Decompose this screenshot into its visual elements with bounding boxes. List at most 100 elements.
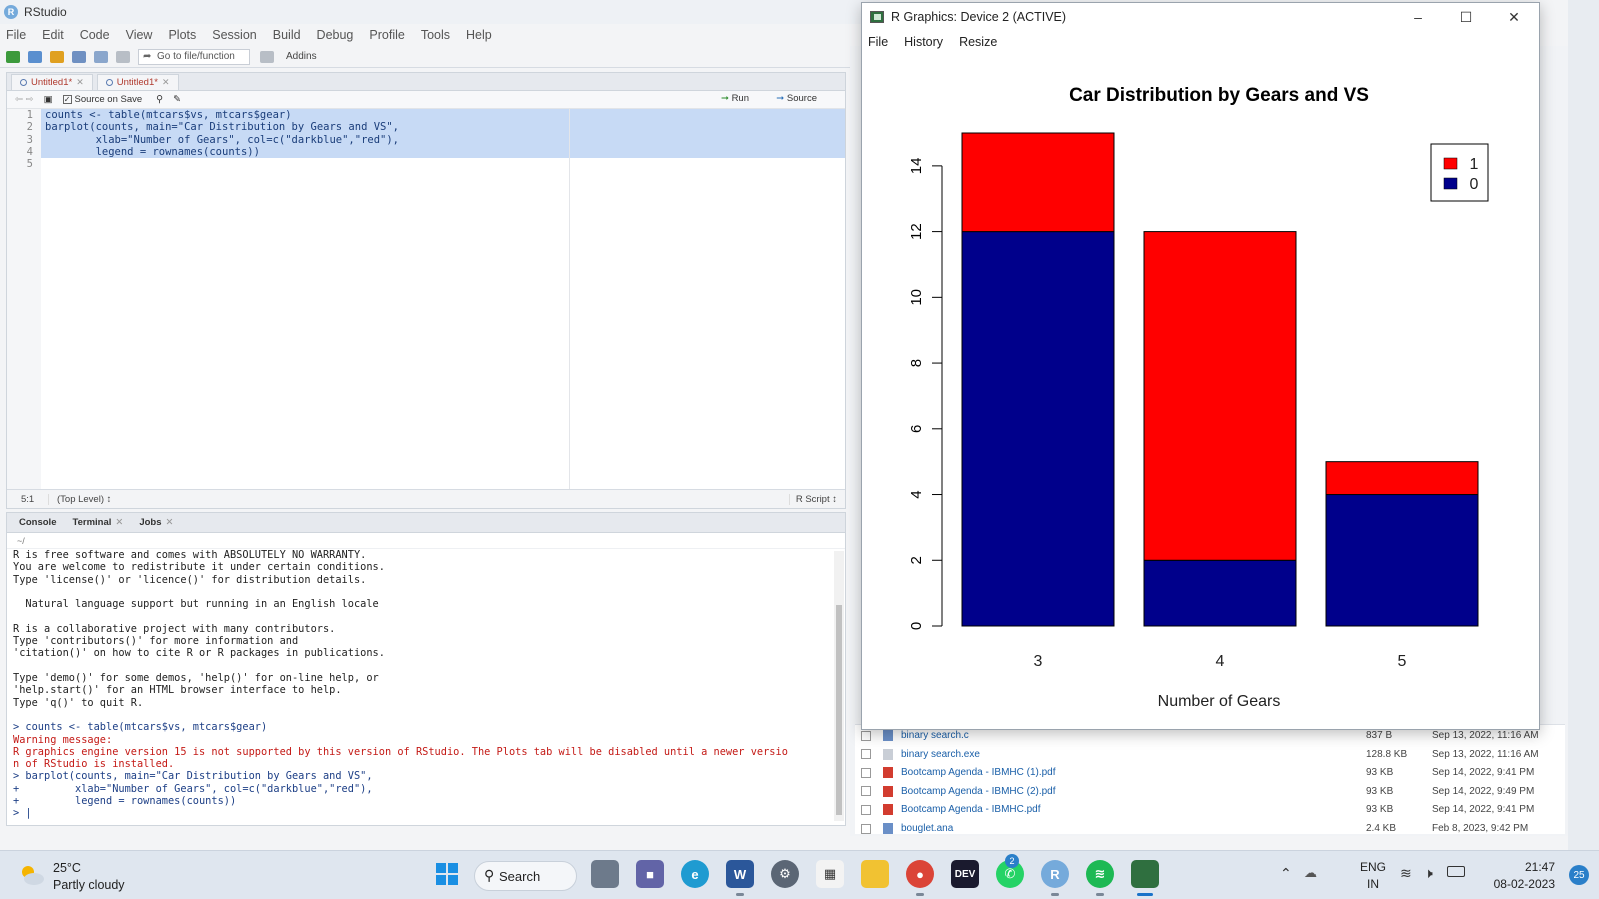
file-checkbox[interactable]	[861, 823, 871, 834]
weather-icon[interactable]	[18, 863, 46, 887]
battery-icon[interactable]	[1447, 866, 1465, 877]
code-area[interactable]: 1 counts <- table(mtcars$vs, mtcars$gear)…	[7, 109, 845, 489]
notification-badge[interactable]: 25	[1569, 865, 1589, 885]
menu-help[interactable]: Help	[466, 28, 492, 42]
tab-untitled1-2[interactable]: Untitled1* ✕	[96, 74, 179, 90]
scope-selector[interactable]: (Top Level) ↕	[57, 493, 112, 505]
file-name[interactable]: Bootcamp Agenda - IBMHC (2).pdf	[901, 785, 1056, 797]
legend-label: 0	[1470, 176, 1479, 193]
windows-start-icon[interactable]	[433, 860, 461, 888]
close-icon[interactable]: ✕	[115, 517, 124, 528]
minimize-icon[interactable]: –	[1414, 9, 1422, 25]
new-file-icon[interactable]	[6, 50, 20, 63]
tab-terminal[interactable]: Terminal ✕	[64, 517, 131, 528]
close-icon[interactable]: ✕	[165, 517, 174, 528]
search-icon[interactable]: ⚲	[156, 94, 164, 105]
console-working-dir: ~/	[7, 533, 845, 549]
device-menu-history[interactable]: History	[904, 35, 944, 49]
dev-icon[interactable]: DEV	[951, 860, 979, 888]
device-menu-resize[interactable]: Resize	[959, 35, 998, 49]
tab-label: Untitled1*	[116, 77, 158, 88]
file-name[interactable]: bouglet.ana	[901, 823, 954, 834]
save-icon[interactable]: ▣	[43, 94, 53, 105]
file-type-selector[interactable]: R Script ↕	[788, 493, 845, 505]
tab-console[interactable]: Console	[11, 517, 64, 528]
spotify-icon[interactable]: ≋	[1086, 860, 1114, 888]
menu-tools[interactable]: Tools	[420, 28, 451, 42]
menu-view[interactable]: View	[125, 28, 153, 42]
menu-session[interactable]: Session	[212, 28, 257, 42]
open-file-icon[interactable]	[50, 50, 64, 63]
code-text: xlab="Number of Gears", col=c("darkblue"…	[45, 133, 400, 146]
code-tools-icon[interactable]: ✎	[173, 94, 182, 105]
file-row[interactable]: Bootcamp Agenda - IBMHC (1).pdf 93 KB Sep …	[855, 763, 1565, 782]
file-row[interactable]: Bootcamp Agenda - IBMHC.pdf 93 KB Sep 14, …	[855, 800, 1565, 819]
whatsapp-badge: 2	[1005, 854, 1019, 868]
taskbar-search[interactable]: ⚲ Search	[474, 861, 577, 891]
teams-icon[interactable]: ■	[636, 860, 664, 888]
edge-icon[interactable]: e	[681, 860, 709, 888]
microsoft-store-icon[interactable]: ▦	[816, 860, 844, 888]
clock[interactable]: 21:47 08-02-2023	[1494, 859, 1555, 893]
chrome-icon[interactable]: ●	[906, 860, 934, 888]
console-output[interactable]: R is free software and comes with ABSOLU…	[7, 549, 833, 825]
scroll-thumb[interactable]	[836, 605, 842, 815]
menu-code[interactable]: Code	[79, 28, 110, 42]
goto-file-input[interactable]: Go to file/function	[138, 48, 250, 65]
maximize-icon[interactable]: ☐	[1459, 8, 1473, 25]
file-checkbox[interactable]	[861, 730, 871, 741]
chevron-up-icon[interactable]: ⌃	[1280, 865, 1292, 881]
legend-swatch-0	[1443, 177, 1458, 190]
file-checkbox[interactable]	[861, 767, 871, 778]
source-button[interactable]: ➞ Source	[776, 93, 817, 104]
file-name[interactable]: binary search.c	[901, 730, 969, 741]
wifi-icon[interactable]: ≋	[1400, 865, 1412, 881]
language-indicator[interactable]: ENG IN	[1360, 859, 1386, 893]
addins-menu[interactable]: Addins	[286, 51, 317, 62]
menu-plots[interactable]: Plots	[168, 28, 197, 42]
file-name[interactable]: binary search.exe	[901, 748, 980, 760]
onedrive-icon[interactable]: ☁	[1304, 865, 1317, 880]
menu-profile[interactable]: Profile	[369, 28, 405, 42]
workspace-panes-icon[interactable]	[260, 50, 274, 63]
menu-debug[interactable]: Debug	[316, 28, 354, 42]
source-on-save-checkbox[interactable]: ✓	[62, 95, 72, 104]
print-icon[interactable]	[116, 50, 130, 63]
weather-description[interactable]: Partly cloudy	[53, 878, 125, 892]
save-icon[interactable]	[72, 50, 86, 63]
menu-build[interactable]: Build	[272, 28, 301, 42]
save-all-icon[interactable]	[94, 50, 108, 63]
console-line: R is free software and comes with ABSOLU…	[13, 549, 367, 561]
file-explorer-icon[interactable]	[861, 860, 889, 888]
file-row[interactable]: Bootcamp Agenda - IBMHC (2).pdf 93 KB Sep …	[855, 782, 1565, 801]
word-icon[interactable]: W	[726, 860, 754, 888]
run-button[interactable]: ➞ Run	[721, 93, 749, 104]
file-checkbox[interactable]	[861, 804, 871, 815]
menu-edit[interactable]: Edit	[42, 28, 64, 42]
file-checkbox[interactable]	[861, 749, 871, 760]
file-icon	[883, 823, 893, 834]
console-scrollbar[interactable]	[834, 551, 844, 821]
task-view-icon[interactable]	[591, 860, 619, 888]
new-project-icon[interactable]	[28, 50, 42, 63]
menu-file[interactable]: File	[6, 28, 27, 42]
close-icon[interactable]: ✕	[161, 77, 170, 87]
close-icon[interactable]: ✕	[76, 77, 84, 87]
file-row[interactable]: bouglet.ana 2.4 KB Feb 8, 2023, 9:42 PM	[855, 819, 1565, 834]
weather-temperature[interactable]: 25°C	[53, 861, 81, 875]
tab-jobs[interactable]: Jobs ✕	[131, 517, 181, 528]
file-name[interactable]: Bootcamp Agenda - IBMHC.pdf	[901, 804, 1041, 816]
file-row[interactable]: binary search.exe 128.8 KB Sep 13, 2022, 1…	[855, 745, 1565, 764]
rgraphics-icon[interactable]	[1131, 860, 1159, 888]
file-row[interactable]: binary search.c 837 B Sep 13, 2022, 11:16 …	[855, 726, 1565, 745]
close-icon[interactable]: ✕	[1508, 8, 1520, 25]
r-icon[interactable]: R	[1041, 860, 1069, 888]
device-menu-file[interactable]: File	[868, 35, 889, 49]
volume-muted-icon[interactable]: 🕨	[1424, 865, 1433, 881]
back-forward-icon[interactable]: ⇦ ⇨	[15, 94, 34, 105]
settings-icon[interactable]: ⚙	[771, 860, 799, 888]
bar-segment-3-0	[961, 231, 1115, 627]
file-name[interactable]: Bootcamp Agenda - IBMHC (1).pdf	[901, 767, 1056, 779]
tab-untitled1[interactable]: Untitled1* ✕	[11, 74, 93, 90]
file-checkbox[interactable]	[861, 786, 871, 797]
